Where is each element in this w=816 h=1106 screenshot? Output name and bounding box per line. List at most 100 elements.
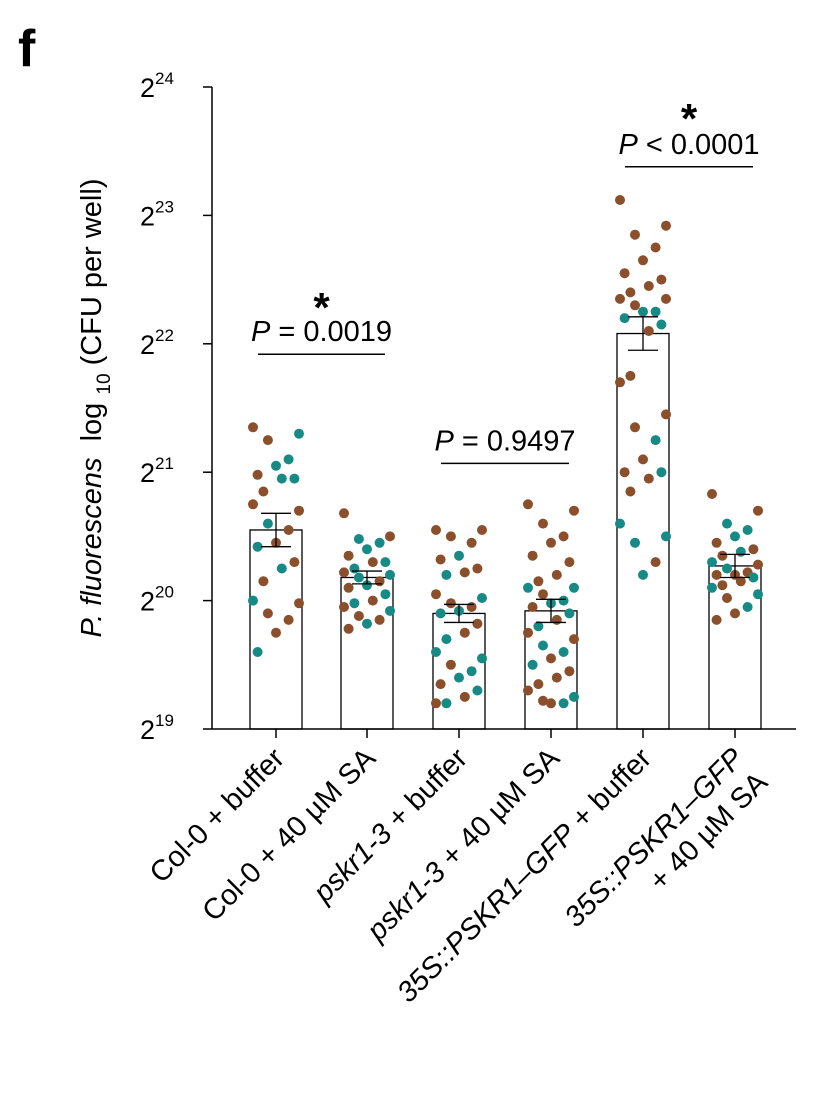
data-point (271, 460, 281, 471)
data-point (619, 467, 630, 478)
data-point (523, 499, 533, 510)
data-point (558, 698, 569, 709)
data-point (294, 598, 304, 609)
data-point (650, 435, 661, 446)
data-point (569, 634, 579, 645)
data-point (533, 621, 544, 632)
data-point (569, 582, 579, 593)
p-value-symbol: P (251, 316, 271, 348)
y-tick-base: 2 (140, 73, 155, 103)
data-point (362, 618, 372, 629)
data-point (435, 554, 446, 565)
data-point (558, 531, 569, 542)
y-tick-label-20: 220 (140, 583, 174, 617)
data-point (472, 685, 483, 696)
data-point (625, 486, 636, 497)
data-point (711, 537, 722, 548)
data-point (294, 428, 304, 439)
points-layer (248, 195, 763, 709)
data-point (367, 595, 378, 606)
data-point (252, 469, 263, 480)
data-point (441, 569, 452, 580)
data-point (643, 326, 654, 336)
p-value-label-1: P = 0.0019 (251, 316, 392, 348)
data-point (638, 306, 648, 317)
p-value-label-2: P = 0.9497 (434, 425, 575, 457)
data-point (707, 557, 717, 568)
data-point (248, 595, 258, 606)
x-label-segment: Col-0 + 40 µM SA (196, 742, 382, 928)
data-point (748, 572, 759, 583)
data-point (283, 614, 294, 625)
data-point (454, 550, 464, 561)
data-point (283, 525, 294, 535)
data-point (248, 422, 258, 433)
data-point (569, 691, 579, 702)
significance-star-1: * (313, 284, 330, 331)
data-point (527, 659, 538, 670)
data-point (441, 634, 452, 645)
y-tick-exponent: 19 (155, 711, 174, 730)
data-point (380, 589, 391, 600)
p-value-label-3: P < 0.0001 (618, 129, 759, 161)
data-point (459, 567, 470, 578)
y-tick-label-22: 222 (140, 326, 174, 360)
data-point (656, 319, 667, 330)
data-point (445, 531, 456, 542)
data-point (538, 695, 548, 706)
data-point (258, 486, 269, 497)
data-point (717, 550, 728, 561)
data-point (289, 557, 300, 568)
y-tick-exponent: 22 (155, 326, 174, 345)
data-point (717, 580, 728, 591)
data-point (385, 531, 395, 542)
data-point (630, 300, 640, 311)
data-point (551, 614, 562, 625)
significance-star-3: * (681, 95, 698, 142)
data-point (661, 409, 671, 420)
y-tick-exponent: 21 (155, 454, 174, 473)
y-axis-label: P. fluorescens log 10 (CFU per well) (76, 179, 117, 638)
y-tick-label-24: 224 (140, 69, 174, 103)
data-point (615, 518, 625, 529)
data-point (569, 505, 579, 516)
data-point (527, 550, 538, 561)
p-value-text: = 0.9497 (454, 425, 576, 457)
data-point (615, 377, 625, 388)
p-value-symbol: P (434, 425, 454, 457)
data-point (661, 531, 671, 542)
data-point (435, 679, 446, 690)
y-tick-base: 2 (140, 587, 155, 617)
data-point (619, 268, 630, 279)
data-point (431, 525, 441, 535)
data-point (349, 563, 360, 574)
y-tick-exponent: 20 (155, 583, 174, 602)
data-point (630, 422, 640, 433)
data-point (650, 242, 661, 253)
data-point (722, 593, 732, 603)
data-point (564, 608, 575, 619)
bar-2 (340, 576, 394, 730)
data-point (454, 672, 464, 683)
data-point (661, 293, 671, 304)
data-point (615, 293, 625, 304)
data-point (343, 623, 354, 634)
data-point (380, 557, 391, 568)
data-point (466, 537, 477, 548)
data-point (656, 274, 667, 285)
data-point (527, 602, 538, 612)
data-point (271, 627, 281, 638)
data-point (262, 518, 273, 529)
y-axis-label-rest: (CFU per well) (76, 179, 108, 366)
data-point (431, 698, 441, 709)
data-point (349, 598, 360, 609)
data-point (362, 580, 372, 591)
bar-6 (708, 565, 762, 730)
data-point (252, 541, 263, 552)
data-point (374, 614, 385, 625)
p-value-text: < 0.0001 (638, 129, 760, 161)
data-point (748, 544, 759, 555)
y-tick-label-23: 223 (140, 197, 174, 231)
data-point (711, 614, 722, 625)
